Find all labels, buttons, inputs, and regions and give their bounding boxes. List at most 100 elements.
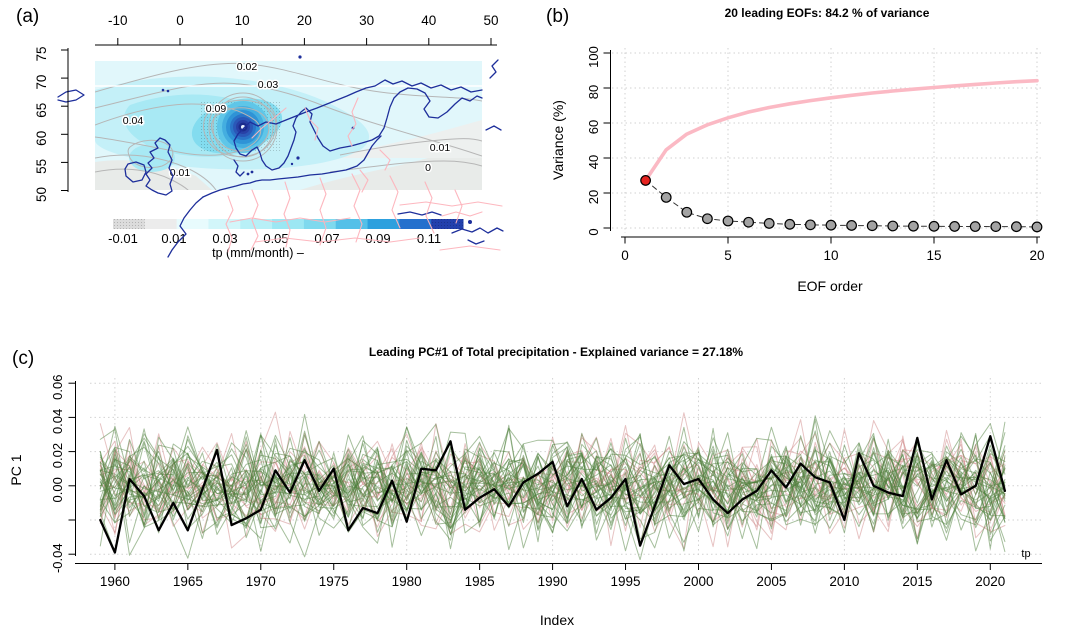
c-xtick-2: 1970: [246, 574, 276, 589]
eof-maximum-bullseye: [217, 101, 269, 153]
eof-point-15: [928, 220, 940, 232]
top-axis-tick-4: 30: [359, 13, 374, 28]
panel-a-axes: -10 0 10 20 30 40 50 75 70 65 60 55 50: [34, 13, 499, 202]
eof-point-13: [887, 220, 899, 232]
top-axis-tick-5: 40: [421, 13, 436, 28]
colorbar-tick-label-5: 0.09: [365, 231, 390, 246]
panel-c-title: Leading PC#1 of Total precipitation - Ex…: [369, 345, 744, 359]
coast-iceland: [57, 89, 85, 103]
eof-point-12: [866, 220, 878, 232]
eof-point-19: [1011, 221, 1022, 233]
panel-c-xlabel: Index: [540, 612, 574, 628]
c-xtick-7: 1995: [611, 574, 641, 589]
coast-right-edge-north: [489, 59, 499, 79]
eof-point-20: [1031, 221, 1043, 233]
colorbar-segment-4: [240, 219, 273, 229]
coast-black-sea-2: [467, 239, 485, 245]
b-ytick-1: 20: [586, 190, 601, 204]
border-line-14: [254, 237, 421, 243]
ensemble-member-line: [99, 424, 1006, 529]
panel-c-label: (c): [12, 348, 35, 369]
panel-b-label: (b): [546, 6, 570, 27]
contour-line-0: [95, 62, 482, 102]
border-line-5: [225, 195, 234, 253]
colorbar-tick-label-2: 0.03: [212, 231, 237, 246]
colorbar-tick-label-3: 0.05: [263, 231, 288, 246]
b-ytick-3: 60: [586, 120, 601, 134]
eof-point-18: [990, 221, 1002, 233]
eof-point-8: [784, 218, 796, 230]
eof-point-2: [660, 191, 672, 203]
contour-line-5: [95, 154, 217, 190]
colorbar-tick-label-4: 0.07: [314, 231, 339, 246]
c-ytick-5: -0.04: [50, 543, 65, 573]
top-axis-tick-2: 10: [235, 13, 250, 28]
ensemble-members: [99, 411, 1006, 560]
panel-b-axes: 0 20 40 60 80 100 0 5 10 15 20: [586, 46, 1045, 263]
c-xtick-12: 2020: [975, 574, 1005, 589]
contour-lines: [95, 62, 482, 190]
eof-point-17: [969, 221, 981, 232]
coast-denmark: [233, 159, 245, 177]
border-line-15: [399, 201, 503, 207]
c-xtick-8: 2000: [683, 574, 713, 589]
contour-label-0: 0.02: [237, 61, 258, 73]
b-xtick-2: 10: [823, 248, 838, 263]
colorbar: -0.01 0.01 0.03 0.05 0.07 0.09 0.11 tp (mm/mont…: [108, 219, 464, 260]
border-line-8: [319, 177, 327, 246]
border-line-4: [359, 169, 369, 193]
ensemble-member-line: [99, 437, 1006, 556]
left-axis-tick-5: 50: [34, 187, 49, 202]
panel-b-xlabel: EOF order: [797, 278, 863, 294]
c-xtick-3: 1975: [319, 574, 349, 589]
contour-line-8: [329, 160, 482, 173]
border-line-6: [250, 189, 259, 251]
coast-se-fragment: [397, 211, 442, 216]
left-axis-tick-2: 65: [34, 103, 49, 118]
c-xtick-6: 1990: [538, 574, 568, 589]
eof-point-10: [825, 219, 837, 231]
top-axis-tick-1: 0: [176, 13, 184, 28]
eof1-highlight-point: [640, 175, 651, 186]
top-axis-tick-0: -10: [108, 13, 128, 28]
c-xtick-9: 2005: [756, 574, 786, 589]
border-line-16: [439, 245, 501, 251]
eof-point-9: [805, 219, 816, 231]
colorbar-caption: tp (mm/month) –: [212, 246, 304, 260]
contour-line-2: [95, 103, 262, 156]
panel-c-timeseries: 0.06 0.04 0.02 0.00 -0.04 1960 1965 1970 1975 198…: [8, 345, 1042, 628]
contour-label-1: 0.03: [258, 79, 279, 91]
panel-c-variable-tag: tp: [1021, 548, 1030, 560]
coastlines: [57, 55, 504, 258]
panel-c-axes: 0.06 0.04 0.02 0.00 -0.04 1960 1965 1970 1975 198…: [50, 375, 1042, 589]
c-ytick-0: 0.06: [50, 375, 65, 400]
colorbar-segment-6: [303, 219, 337, 229]
ensemble-member-line: [99, 423, 1006, 552]
contour-label-5: 0.01: [430, 142, 451, 154]
c-xtick-4: 1980: [392, 574, 422, 589]
panel-a-map: 0.020.030.040.090.010.010-0.01 0.01 0.03 0.…: [34, 13, 504, 260]
border-line-11: [424, 181, 435, 234]
eof-point-4: [702, 213, 713, 225]
eof-point-16: [949, 221, 960, 232]
b-ytick-5: 100: [586, 46, 601, 68]
border-line-7: [283, 181, 291, 248]
contour-label-6: 0: [425, 162, 431, 174]
left-axis-tick-4: 55: [34, 159, 49, 174]
ensemble-member-line: [99, 427, 1006, 550]
border-line-1: [304, 107, 319, 141]
c-xtick-5: 1985: [465, 574, 495, 589]
colorbar-segment-2: [176, 219, 209, 229]
country-borders: [225, 97, 503, 253]
eof-point-6: [743, 216, 754, 228]
contour-label-3: 0.09: [206, 103, 227, 115]
b-ytick-0: 0: [586, 228, 601, 235]
contour-line-1: [95, 82, 482, 157]
colorbar-segment-1: [144, 219, 178, 229]
c-xtick-11: 2015: [902, 574, 932, 589]
eof-point-14: [908, 220, 919, 232]
pc1-observed-line: [99, 435, 1007, 554]
map-fill-field: [95, 61, 482, 190]
